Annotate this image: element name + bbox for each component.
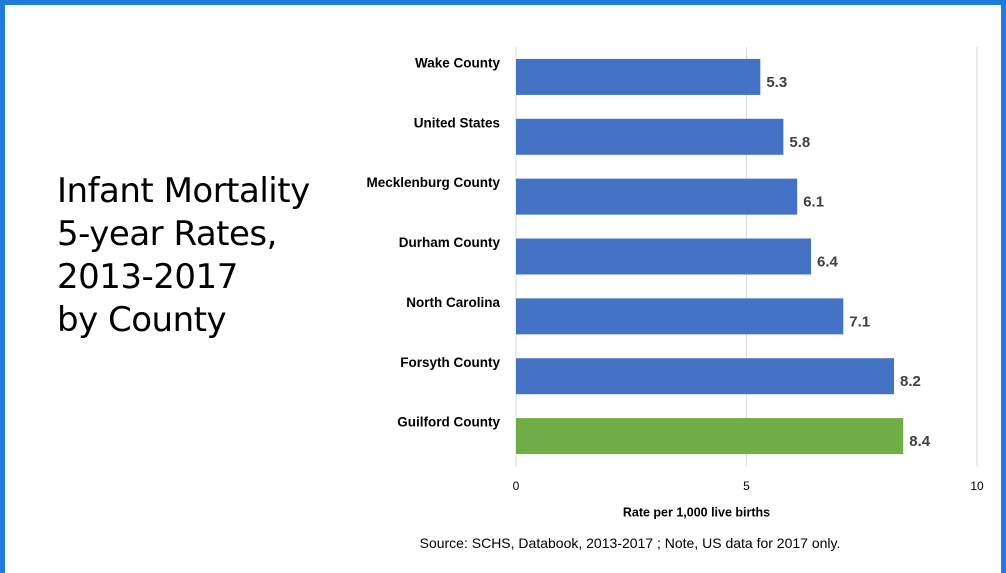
bar-0 <box>516 58 761 95</box>
value-label-0: 5.3 <box>766 74 787 91</box>
value-label-3: 6.4 <box>817 253 839 270</box>
bar-6 <box>516 418 904 455</box>
x-tick-label-1: 5 <box>743 479 750 493</box>
title-line-1: Infant Mortality <box>57 171 310 211</box>
bar-2 <box>516 178 798 215</box>
title-line-2: 5-year Rates, <box>57 214 277 254</box>
x-axis-title: Rate per 1,000 live births <box>623 505 770 519</box>
title-line-4: by County <box>57 300 227 340</box>
bar-4 <box>516 298 844 335</box>
x-tick-label-2: 10 <box>970 479 984 493</box>
x-tick-label-0: 0 <box>513 479 520 493</box>
value-label-6: 8.4 <box>909 433 931 450</box>
value-label-5: 8.2 <box>900 373 921 390</box>
category-label-3: Durham County <box>399 235 501 250</box>
category-label-0: Wake County <box>415 55 500 70</box>
category-label-6: Guilford County <box>397 415 500 430</box>
category-label-2: Mecklenburg County <box>366 175 500 190</box>
slide-title: Infant Mortality 5-year Rates, 2013-2017… <box>57 170 357 342</box>
bar-1 <box>516 118 784 155</box>
value-label-1: 5.8 <box>789 134 810 151</box>
bar-5 <box>516 358 895 395</box>
source-note: Source: SCHS, Databook, 2013-2017 ; Note… <box>419 535 841 551</box>
category-label-4: North Carolina <box>406 295 500 310</box>
category-label-5: Forsyth County <box>400 355 500 370</box>
value-label-4: 7.1 <box>849 313 870 330</box>
category-label-1: United States <box>414 115 500 130</box>
value-label-2: 6.1 <box>803 194 824 211</box>
bar-3 <box>516 238 812 275</box>
title-line-3: 2013-2017 <box>57 257 238 297</box>
